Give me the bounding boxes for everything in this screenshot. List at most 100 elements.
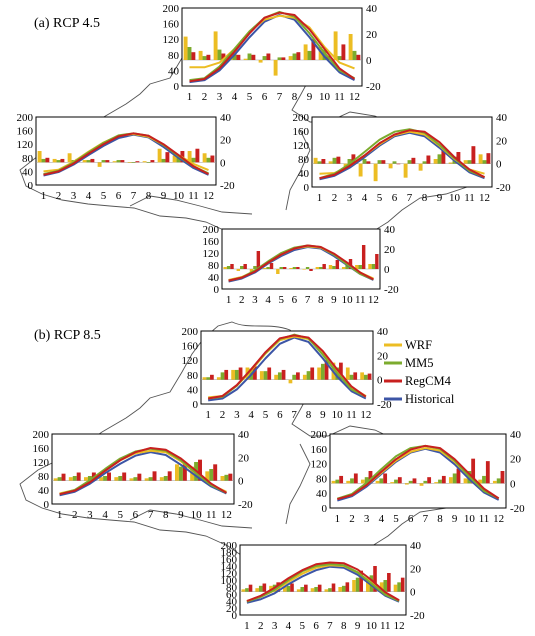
line-regcm4	[189, 11, 356, 83]
x-tick-label: 12	[493, 513, 504, 525]
bar-wrf-1	[183, 36, 188, 60]
y-right-tick-label: 20	[384, 244, 396, 256]
bar-wrf-7	[324, 589, 329, 592]
bar-mm5-12	[206, 157, 211, 163]
bar-mm5-2	[332, 157, 337, 164]
bar-regcm4-4	[269, 263, 274, 269]
y-right-tick-label: 0	[238, 476, 244, 488]
bar-regcm4-11	[213, 464, 218, 481]
bar-wrf-5	[243, 58, 248, 60]
panel-label-b: (b) RCP 8.5	[34, 328, 101, 343]
bar-wrf-7	[127, 162, 132, 163]
bar-mm5-8	[163, 476, 168, 481]
bar-regcm4-5	[122, 472, 127, 481]
x-tick-label: 7	[423, 513, 429, 525]
y-left-tick-label: 0	[304, 182, 310, 194]
bar-wrf-10	[172, 155, 177, 163]
bar-regcm4-11	[341, 44, 346, 60]
bar-wrf-11	[345, 367, 350, 380]
x-tick-label: 4	[102, 509, 108, 521]
x-tick-label: 10	[191, 509, 203, 521]
bar-mm5-5	[394, 479, 398, 484]
bar-wrf-8	[288, 56, 293, 60]
bar-regcm4-1	[321, 159, 326, 164]
bar-wrf-9	[352, 580, 356, 592]
bar-regcm4-6	[137, 473, 142, 481]
x-tick-label: 2	[349, 513, 355, 525]
bar-mm5-6	[133, 477, 138, 481]
x-tick-label: 7	[291, 409, 297, 421]
x-tick-label: 9	[355, 620, 361, 632]
y-left-tick-label: 80	[226, 582, 238, 594]
bar-wrf-5	[296, 589, 301, 592]
bar-wrf-12	[202, 153, 207, 163]
bar-mm5-6	[292, 267, 297, 269]
bar-regcm4-2	[206, 54, 211, 60]
bar-wrf-11	[333, 31, 338, 60]
bar-regcm4-8	[167, 471, 172, 481]
bar-wrf-3	[231, 369, 235, 380]
bar-wrf-5	[114, 477, 119, 481]
y-right-tick-label: 20	[510, 454, 522, 466]
bar-regcm4-12	[375, 254, 379, 269]
bar-mm5-9	[437, 154, 442, 164]
bar-regcm4-9	[311, 39, 316, 60]
x-tick-label: 3	[347, 192, 353, 204]
bar-wrf-1	[53, 478, 58, 481]
bar-wrf-12	[393, 584, 398, 592]
bar-regcm4-10	[339, 362, 343, 380]
y-right-tick-label: 0	[496, 159, 502, 171]
bar-regcm4-7	[309, 269, 313, 271]
bar-mm5-11	[482, 475, 486, 484]
bar-mm5-6	[116, 160, 121, 163]
bar-mm5-2	[240, 266, 244, 269]
bar-regcm4-1	[248, 584, 253, 592]
x-tick-label: 11	[346, 409, 357, 421]
y-right-tick-label: 20	[377, 350, 389, 362]
x-tick-label: 6	[262, 91, 268, 103]
bar-mm5-4	[266, 267, 270, 269]
x-tick-label: 1	[226, 294, 232, 306]
bar-regcm4-2	[336, 156, 341, 164]
line-regcm4	[319, 129, 485, 180]
y-right-tick-label: 0	[410, 587, 416, 599]
bar-wrf-11	[205, 471, 210, 481]
y-left-tick-label: 0	[44, 499, 50, 511]
bar-regcm4-1	[230, 264, 234, 269]
bar-wrf-6	[258, 60, 263, 63]
bar-regcm4-8	[441, 475, 446, 484]
bar-mm5-12	[363, 374, 368, 380]
bar-regcm4-1	[339, 475, 344, 484]
bar-wrf-1	[202, 377, 207, 380]
bar-regcm4-11	[485, 461, 490, 484]
bar-regcm4-9	[359, 570, 363, 592]
y-left-tick-label: 140	[221, 561, 238, 573]
y-left-tick-label: 160	[182, 341, 199, 353]
bar-regcm4-10	[471, 458, 476, 484]
x-tick-label: 11	[334, 91, 345, 103]
bar-regcm4-5	[282, 267, 287, 269]
line-mm5	[246, 563, 400, 603]
bar-regcm4-7	[152, 471, 157, 481]
bar-wrf-1	[37, 151, 42, 163]
bar-mm5-10	[322, 49, 327, 60]
x-tick-label: 12	[349, 91, 360, 103]
bar-wrf-6	[310, 588, 315, 592]
bar-wrf-10	[318, 47, 323, 60]
bar-regcm4-6	[396, 163, 401, 165]
bar-mm5-9	[307, 50, 312, 60]
bar-mm5-12	[352, 50, 357, 60]
bar-regcm4-12	[400, 577, 405, 592]
x-tick-label: 2	[202, 91, 208, 103]
x-tick-label: 2	[258, 620, 264, 632]
x-tick-label: 3	[87, 509, 93, 521]
bar-regcm4-2	[243, 264, 247, 269]
x-tick-label: 4	[86, 190, 92, 202]
line-historical	[208, 336, 367, 402]
y-left-tick-label: 60	[226, 589, 238, 601]
bar-wrf-2	[236, 269, 241, 271]
x-tick-label: 1	[335, 513, 341, 525]
x-tick-label: 4	[248, 409, 254, 421]
